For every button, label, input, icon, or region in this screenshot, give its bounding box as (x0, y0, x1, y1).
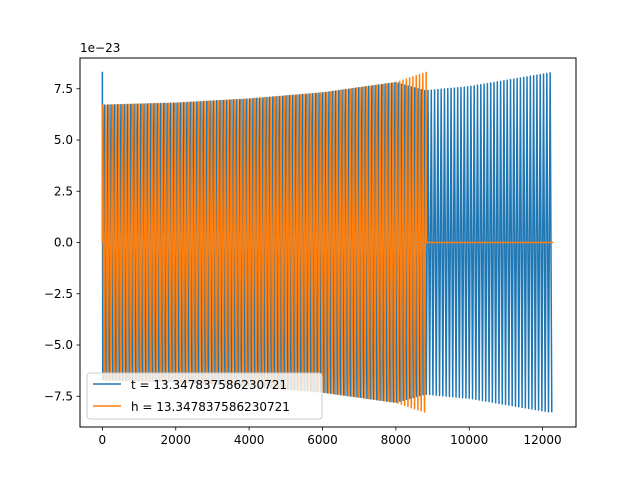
series-line-h (101, 71, 554, 413)
y-tick-label: −7.5 (44, 389, 73, 403)
legend-label-series-0: t = 13.347837586230721 (131, 378, 287, 392)
y-axis: −7.5 −5.0 −2.5 0.0 2.5 5.0 7.5 (44, 82, 80, 403)
x-tick-label: 12000 (524, 433, 562, 447)
x-tick-label: 0 (99, 433, 107, 447)
x-tick-label: 10000 (450, 433, 488, 447)
legend-label-series-1: h = 13.347837586230721 (131, 400, 290, 414)
x-tick-label: 2000 (160, 433, 191, 447)
x-tick-label: 4000 (234, 433, 265, 447)
x-tick-label: 8000 (381, 433, 412, 447)
y-tick-label: −2.5 (44, 287, 73, 301)
legend-box (86, 372, 323, 420)
legend: t = 13.347837586230721 h = 13.3478375862… (86, 372, 323, 420)
x-tick-label: 6000 (307, 433, 338, 447)
y-tick-label: 2.5 (54, 184, 73, 198)
y-offset-label: 1e−23 (80, 41, 120, 55)
y-tick-label: 7.5 (54, 82, 73, 96)
x-axis: 0 2000 4000 6000 8000 10000 12000 (99, 427, 562, 447)
y-tick-label: 0.0 (54, 236, 73, 250)
series-layer (101, 71, 554, 413)
y-tick-label: −5.0 (44, 338, 73, 352)
y-tick-label: 5.0 (54, 133, 73, 147)
